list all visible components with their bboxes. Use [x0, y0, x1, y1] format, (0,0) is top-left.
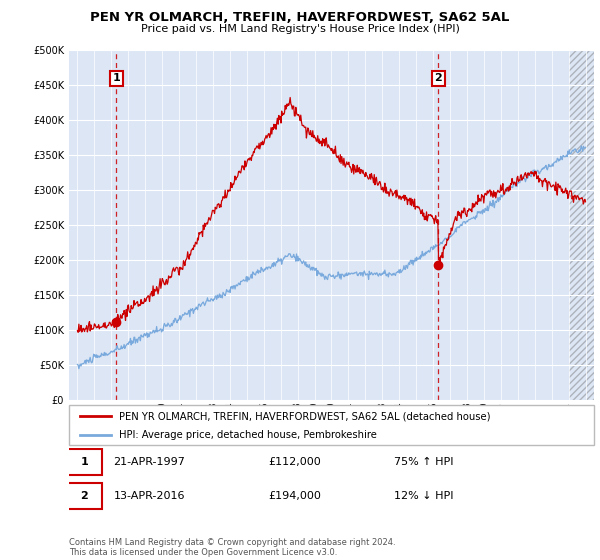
Text: 1: 1 — [113, 73, 120, 83]
Polygon shape — [569, 50, 594, 400]
Text: £194,000: £194,000 — [269, 491, 322, 501]
Text: HPI: Average price, detached house, Pembrokeshire: HPI: Average price, detached house, Pemb… — [119, 430, 377, 440]
Text: £112,000: £112,000 — [269, 457, 321, 467]
FancyBboxPatch shape — [69, 405, 594, 445]
Text: 75% ↑ HPI: 75% ↑ HPI — [395, 457, 454, 467]
Text: Contains HM Land Registry data © Crown copyright and database right 2024.
This d: Contains HM Land Registry data © Crown c… — [69, 538, 395, 557]
Text: PEN YR OLMARCH, TREFIN, HAVERFORDWEST, SA62 5AL: PEN YR OLMARCH, TREFIN, HAVERFORDWEST, S… — [91, 11, 509, 24]
Text: 21-APR-1997: 21-APR-1997 — [113, 457, 185, 467]
FancyBboxPatch shape — [67, 483, 102, 508]
Text: 1: 1 — [80, 457, 88, 467]
Text: 2: 2 — [434, 73, 442, 83]
Text: 13-APR-2016: 13-APR-2016 — [113, 491, 185, 501]
Text: PEN YR OLMARCH, TREFIN, HAVERFORDWEST, SA62 5AL (detached house): PEN YR OLMARCH, TREFIN, HAVERFORDWEST, S… — [119, 411, 490, 421]
Text: 12% ↓ HPI: 12% ↓ HPI — [395, 491, 454, 501]
Text: Price paid vs. HM Land Registry's House Price Index (HPI): Price paid vs. HM Land Registry's House … — [140, 24, 460, 34]
FancyBboxPatch shape — [67, 449, 102, 475]
Text: 2: 2 — [80, 491, 88, 501]
